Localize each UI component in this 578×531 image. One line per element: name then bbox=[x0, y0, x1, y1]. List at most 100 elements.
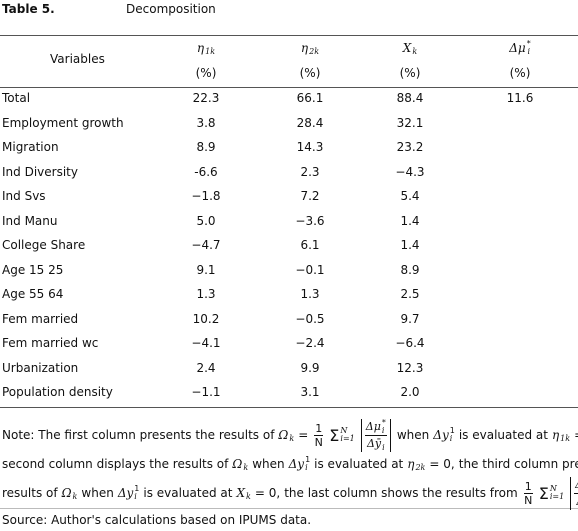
row-label: Fem married bbox=[2, 311, 79, 326]
table-cell: 8.9 bbox=[400, 262, 420, 277]
symbol-base: Δμ bbox=[365, 420, 381, 433]
table-cell: 22.3 bbox=[192, 91, 220, 105]
symbol-base: Δȳ bbox=[366, 437, 382, 450]
symbol-base: Δȳ bbox=[576, 495, 578, 508]
math-symbol: Δμ*i bbox=[509, 40, 530, 56]
denominator: Δȳ i bbox=[367, 436, 385, 452]
table-cell: 9.7 bbox=[400, 311, 420, 326]
source: Source: Author's calculations based on I… bbox=[2, 513, 312, 527]
scripts: 1k bbox=[205, 40, 215, 56]
denominator: N bbox=[524, 494, 532, 507]
subscript: k bbox=[412, 47, 418, 56]
symbol-base: Ω bbox=[232, 457, 243, 471]
sum-sign: Σ bbox=[329, 425, 340, 445]
text: the last column shows the results from bbox=[284, 486, 518, 500]
math-symbol: Δy 1 i bbox=[289, 456, 311, 472]
table-cell: 9.9 bbox=[300, 360, 320, 375]
subscript: k bbox=[246, 492, 251, 501]
table-cell: −2.4 bbox=[295, 336, 325, 350]
table-cell: −6.4 bbox=[395, 336, 425, 350]
symbol-base: Ω bbox=[278, 428, 289, 442]
sum-upper: N bbox=[549, 484, 557, 493]
math-symbol: Ω k bbox=[278, 427, 294, 443]
table-cell: −0.5 bbox=[295, 311, 325, 326]
scripts: 1k bbox=[560, 427, 570, 443]
table-cell: 3.8 bbox=[196, 115, 216, 130]
text: is evaluated at bbox=[314, 457, 404, 471]
denominator: Δȳ i bbox=[576, 494, 578, 510]
table-cell: 23.2 bbox=[396, 140, 424, 154]
math-symbol: Δȳ i bbox=[367, 436, 385, 452]
table-cell: 2.4 bbox=[196, 360, 216, 375]
table-cell: 88.4 bbox=[396, 91, 424, 105]
subscript: k bbox=[72, 492, 78, 501]
table-cell: 5.0 bbox=[196, 213, 216, 228]
row-label: Population density bbox=[2, 385, 113, 399]
sum-upper: N bbox=[340, 426, 348, 435]
numerator: Δμ*i bbox=[364, 418, 387, 436]
table-cell: −0.1 bbox=[295, 262, 325, 277]
symbol-base: Δy bbox=[433, 428, 449, 442]
math-symbol: Δμ*i bbox=[575, 477, 578, 493]
column-unit: (%) bbox=[399, 66, 421, 80]
text: when bbox=[396, 428, 430, 442]
note-line: second column displays the results of Ω k… bbox=[2, 450, 578, 478]
text: 1 bbox=[524, 479, 532, 493]
superscript: * bbox=[526, 39, 531, 48]
table-cell: 12.3 bbox=[396, 360, 424, 375]
math-symbol: Δȳ i bbox=[576, 494, 578, 510]
row-label: Migration bbox=[2, 140, 59, 154]
source-rule bbox=[0, 508, 578, 509]
row-label: Urbanization bbox=[2, 360, 79, 375]
table-cell: 2.3 bbox=[300, 164, 320, 179]
row-label: Total bbox=[2, 91, 31, 105]
text: Note: The first column presents the resu… bbox=[2, 428, 275, 442]
scripts: 2k bbox=[309, 40, 319, 56]
text: N bbox=[524, 493, 533, 507]
subscript: i bbox=[527, 47, 531, 56]
row-label: Age 55 64 bbox=[2, 287, 64, 301]
column-symbol: X k bbox=[370, 40, 450, 56]
symbol-base: η bbox=[196, 41, 205, 55]
table-cell: 66.1 bbox=[296, 91, 324, 105]
row-label: Employment growth bbox=[2, 115, 124, 130]
scripts: k bbox=[289, 427, 294, 443]
note-line: results of Ω k when Δy 1 i is evaluated at X k =… bbox=[2, 476, 578, 510]
text: is evaluated at bbox=[458, 428, 548, 442]
math-symbol: X k bbox=[403, 40, 417, 56]
note-line: Note: The first column presents the resu… bbox=[2, 418, 578, 452]
table-cell: −1.1 bbox=[191, 385, 221, 399]
math-symbol: η 2k bbox=[407, 456, 425, 472]
text: the third column presents the bbox=[458, 457, 578, 471]
row-label: College Share bbox=[2, 238, 86, 252]
subscript: 1k bbox=[205, 47, 216, 56]
sum-lower: i=1 bbox=[549, 492, 565, 501]
table-cell: −4.7 bbox=[191, 238, 221, 252]
symbol-base: η bbox=[551, 428, 560, 442]
numerator: 1 bbox=[523, 479, 533, 494]
text: = 0, bbox=[429, 457, 455, 471]
table-cell: 1.4 bbox=[400, 238, 420, 252]
sum-lower: i=1 bbox=[340, 434, 355, 443]
superscript: 1 bbox=[134, 484, 140, 493]
table-cell: 1.3 bbox=[300, 287, 320, 301]
table-cell: -6.6 bbox=[194, 164, 218, 179]
column-unit: (%) bbox=[509, 66, 531, 80]
numerator: Δμ*i bbox=[574, 477, 578, 494]
subscript: i bbox=[449, 434, 453, 443]
subscript: i bbox=[134, 492, 137, 501]
scripts: k bbox=[412, 40, 417, 56]
row-label: Ind Svs bbox=[2, 189, 46, 203]
table-cell: −3.6 bbox=[295, 213, 325, 228]
column-symbol: η 2k bbox=[270, 40, 350, 56]
table-cell: 7.2 bbox=[300, 189, 320, 203]
subscript: k bbox=[243, 463, 249, 472]
table-cell: 32.1 bbox=[396, 115, 424, 130]
subscript: i bbox=[305, 463, 308, 472]
table-cell: 8.9 bbox=[196, 140, 216, 154]
